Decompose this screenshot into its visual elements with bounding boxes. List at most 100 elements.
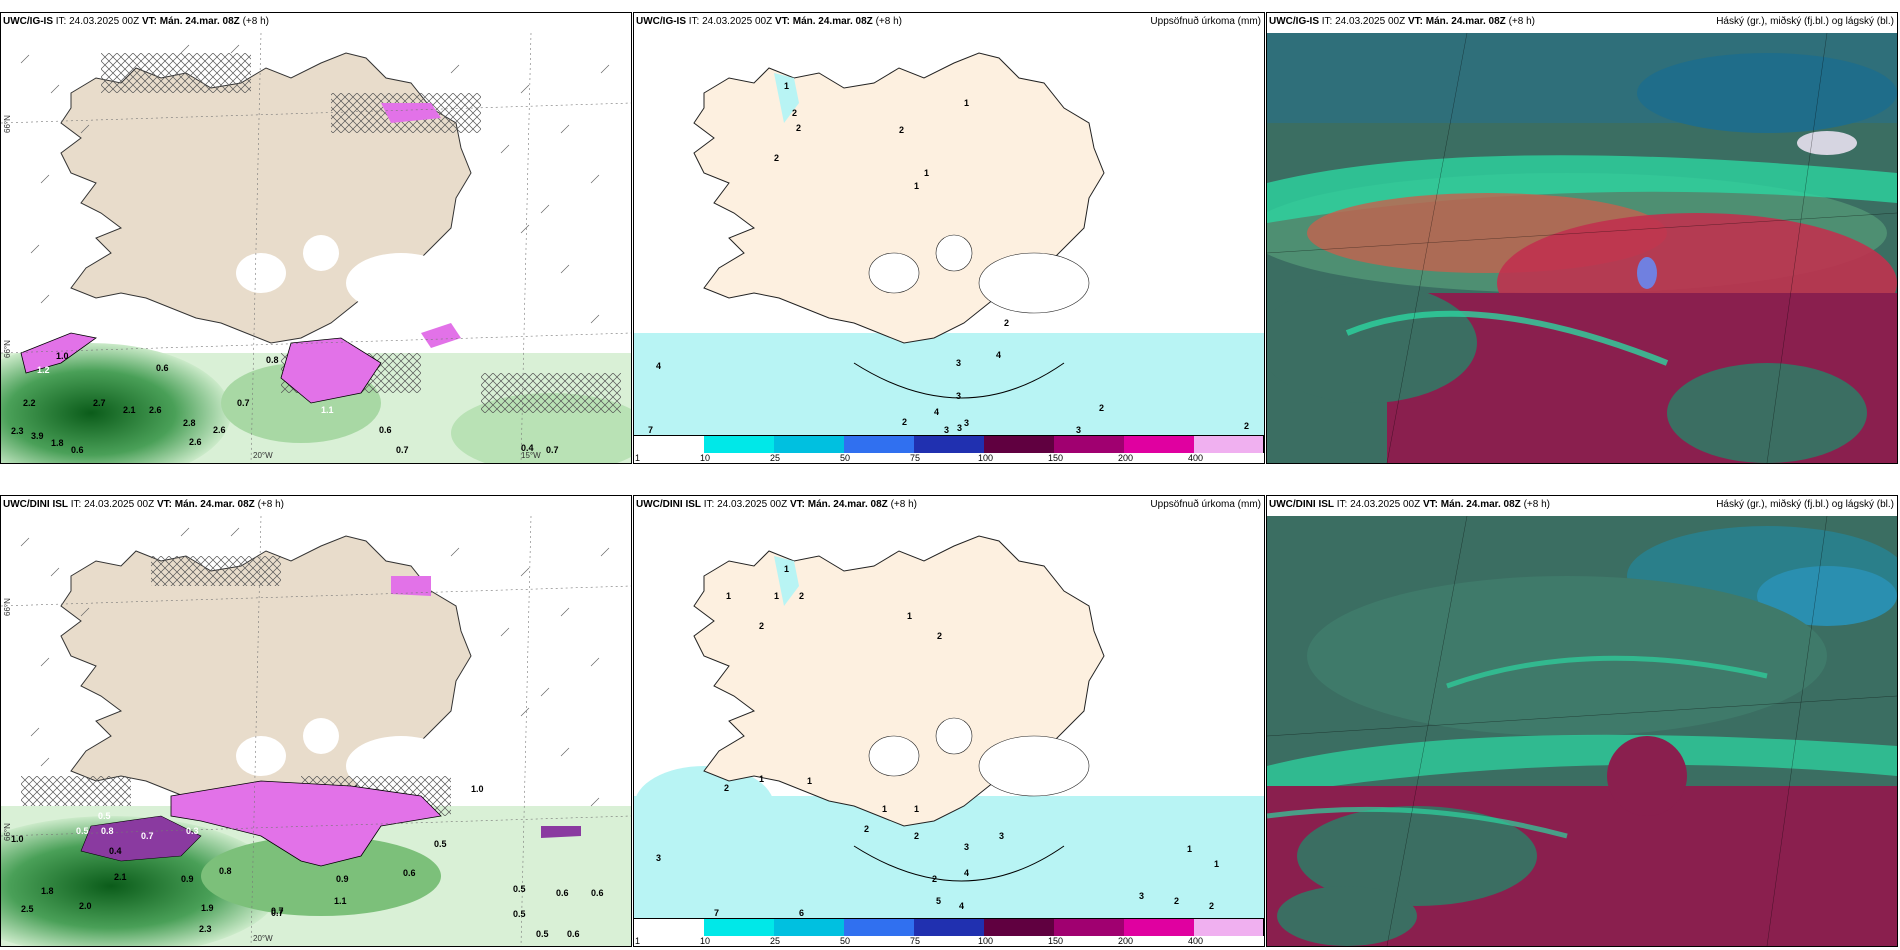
panel-subtitle: Uppsöfnuð úrkoma (mm) (1150, 16, 1261, 27)
accum-precip-map (634, 516, 1264, 918)
precip-value: 2.0 (79, 901, 92, 911)
accum-value: 2 (902, 417, 908, 427)
lat-label: 66°N (3, 598, 12, 616)
panel-clouds-top: UWC/IG-IS IT: 24.03.2025 00Z VT: Mán. 24… (1266, 12, 1898, 464)
colorbar-cell (634, 435, 705, 453)
panel-title: UWC/DINI ISL IT: 24.03.2025 00Z VT: Mán.… (3, 499, 284, 510)
accum-value: 2 (1004, 318, 1010, 328)
colorbar-tick: 100 (978, 936, 994, 946)
precip-value: 0.5 (513, 884, 526, 894)
panel-subtitle: Háský (gr.), miðský (fj.bl.) og lágský (… (1716, 499, 1894, 510)
colorbar-tick: 50 (840, 453, 851, 463)
panel-subtitle: Háský (gr.), miðský (fj.bl.) og lágský (… (1716, 16, 1894, 27)
precip-value: 0.7 (396, 445, 409, 455)
precip-value: 0.5 (76, 826, 89, 836)
precip-value: 1.0 (471, 784, 484, 794)
accum-value: 2 (1174, 896, 1180, 906)
precip-value: 0.6 (71, 445, 84, 455)
accum-value: 3 (964, 842, 970, 852)
accum-value: 2 (899, 125, 905, 135)
accum-value: 1 (759, 774, 765, 784)
colorbar-tick: 50 (840, 936, 851, 946)
precip-value: 0.7 (237, 398, 250, 408)
precip-value: 0.8 (101, 826, 114, 836)
accum-value: 1 (1187, 844, 1193, 854)
accum-value: 4 (964, 868, 970, 878)
precip-value: 0.5 (513, 909, 526, 919)
colorbar-cell (634, 918, 705, 936)
accum-value: 2 (774, 153, 780, 163)
accum-value: 7 (648, 425, 654, 435)
lat-label: 66°N (3, 340, 12, 358)
colorbar-cell (774, 918, 845, 936)
accum-value: 3 (1076, 425, 1082, 435)
precip-wind-map (1, 33, 631, 463)
accum-value: 2 (1099, 403, 1105, 413)
precip-value: 0.8 (219, 866, 232, 876)
lon-label: 20°W (253, 934, 273, 943)
precip-value: 2.3 (199, 924, 212, 934)
accum-value: 4 (656, 361, 662, 371)
precip-value: 0.7 (141, 831, 154, 841)
precip-value: 2.5 (21, 904, 34, 914)
precip-value: 0.6 (156, 363, 169, 373)
colorbar-cell (914, 918, 985, 936)
precip-value: 0.7 (546, 445, 559, 455)
precip-value: 0.9 (336, 874, 349, 884)
precip-value: 1.2 (37, 365, 50, 375)
colorbar-tick: 75 (910, 936, 921, 946)
colorbar-tick: 400 (1188, 453, 1204, 463)
precip-value: 1.8 (41, 886, 54, 896)
accum-value: 2 (799, 591, 805, 601)
accum-value: 2 (937, 631, 943, 641)
precip-value: 0.6 (403, 868, 416, 878)
panel-accum-precip-bottom: UWC/DINI ISL IT: 24.03.2025 00Z VT: Mán.… (633, 495, 1265, 947)
accum-value: 1 (784, 564, 790, 574)
accum-precip-map (634, 33, 1264, 435)
precip-value: 0.8 (266, 355, 279, 365)
colorbar-tick: 75 (910, 453, 921, 463)
accum-value: 1 (914, 181, 920, 191)
colorbar-cell (1054, 918, 1125, 936)
precip-wind-map (1, 516, 631, 946)
precip-value: 0.3 (186, 826, 199, 836)
colorbar: 1 10 25 50 75 100 150 200 400 (634, 918, 1264, 946)
accum-value: 3 (999, 831, 1005, 841)
accum-value: 1 (914, 804, 920, 814)
precip-value: 2.6 (213, 425, 226, 435)
panel-subtitle: Uppsöfnuð úrkoma (mm) (1150, 499, 1261, 510)
precip-value: 0.6 (556, 888, 569, 898)
colorbar-cell (984, 435, 1055, 453)
colorbar-cell (1194, 435, 1264, 453)
accum-value: 3 (1139, 891, 1145, 901)
accum-value: 1 (924, 168, 930, 178)
accum-value: 2 (1209, 901, 1215, 911)
accum-value: 2 (864, 824, 870, 834)
accum-value: 2 (796, 123, 802, 133)
accum-value: 2 (914, 831, 920, 841)
precip-value: 2.8 (183, 418, 196, 428)
panel-precip-wind-bottom: UWC/DINI ISL IT: 24.03.2025 00Z VT: Mán.… (0, 495, 632, 947)
accum-value: 3 (956, 391, 962, 401)
colorbar-cell (704, 435, 775, 453)
accum-value: 1 (964, 98, 970, 108)
precip-value: 1.8 (51, 438, 64, 448)
precip-value: 1.0 (56, 351, 69, 361)
accum-value: 1 (1214, 859, 1220, 869)
accum-value: 3 (944, 425, 950, 435)
accum-value: 2 (932, 874, 938, 884)
precip-value: 2.3 (11, 426, 24, 436)
precip-value: 0.5 (536, 929, 549, 939)
precip-value: 0.9 (181, 874, 194, 884)
colorbar-tick: 200 (1118, 453, 1134, 463)
precip-value: 2.1 (123, 405, 136, 415)
colorbar-cell (1124, 435, 1195, 453)
accum-value: 1 (882, 804, 888, 814)
precip-value: 0.7 (271, 906, 284, 916)
accum-value: 3 (956, 358, 962, 368)
colorbar-cell (774, 435, 845, 453)
accum-value: 2 (724, 783, 730, 793)
panel-title: UWC/IG-IS IT: 24.03.2025 00Z VT: Mán. 24… (636, 16, 902, 27)
precip-value: 0.5 (98, 811, 111, 821)
precip-value: 0.6 (379, 425, 392, 435)
